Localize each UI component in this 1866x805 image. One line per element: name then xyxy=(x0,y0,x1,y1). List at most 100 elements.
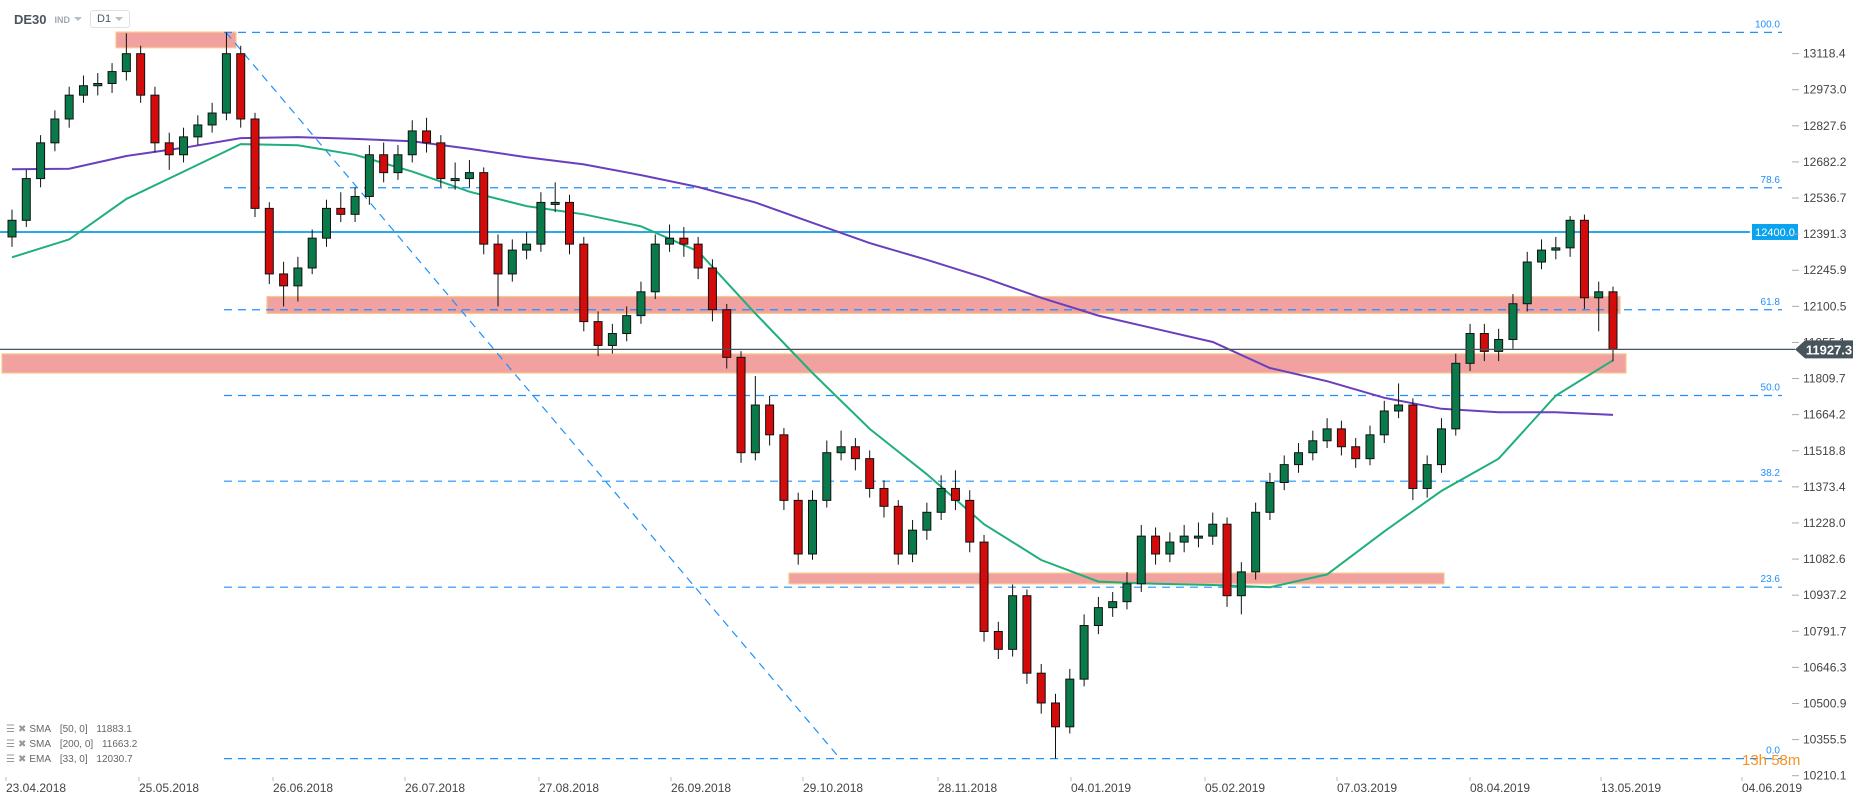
candle-body-down xyxy=(793,499,803,555)
timeframe-dropdown[interactable]: D1 xyxy=(90,10,131,28)
candle xyxy=(550,182,560,213)
candle-body-up xyxy=(450,178,460,182)
candle-body-down xyxy=(1036,672,1046,704)
candle-body-up xyxy=(836,446,846,454)
candle xyxy=(965,490,975,553)
settings-list-icon[interactable]: ☰ xyxy=(6,754,15,765)
candle xyxy=(393,145,403,180)
remove-icon[interactable]: ✖ xyxy=(17,754,27,765)
candle-body-up xyxy=(350,195,360,215)
candle xyxy=(707,259,717,322)
market-dropdown[interactable]: IND xyxy=(55,10,83,28)
candle-body-up xyxy=(1551,247,1561,251)
candle xyxy=(1465,323,1475,372)
candle-body-up xyxy=(121,53,131,73)
remove-icon[interactable]: ✖ xyxy=(17,724,27,735)
candle-body-up xyxy=(93,82,103,87)
candle-body-up xyxy=(1451,362,1461,430)
candle-body-up xyxy=(1136,535,1146,585)
indicator-label: SMA xyxy=(29,724,52,735)
fibonacci-retracement[interactable]: 100.0 78.6 61.8 50.0 38.2 23.6 0.0 xyxy=(224,19,1782,760)
candle-body-up xyxy=(64,94,74,120)
price-axis[interactable]: 13118.4 12973.0 12827.6 12682.2 12536.7 12391… xyxy=(1792,47,1847,783)
candle xyxy=(493,234,503,307)
candle-body-up xyxy=(636,291,646,317)
price-tick-label: 11228.0 xyxy=(1803,516,1846,530)
candle-body-down xyxy=(264,207,274,275)
price-tick-label: 10937.2 xyxy=(1803,588,1847,602)
price-tick-label: 12391.3 xyxy=(1803,227,1847,241)
candle xyxy=(136,45,146,103)
sma50-line xyxy=(11,143,1614,589)
candle-body-up xyxy=(1322,428,1332,442)
candle xyxy=(350,187,360,223)
candle xyxy=(64,86,74,128)
candle xyxy=(436,135,446,188)
price-tick-label: 12536.7 xyxy=(1803,191,1847,205)
candle-body-up xyxy=(7,219,17,238)
candle xyxy=(1179,524,1189,553)
candle-body-down xyxy=(879,487,889,507)
price-tick-label: 11809.7 xyxy=(1803,372,1846,386)
candle xyxy=(993,621,1003,660)
indicator-label: EMA xyxy=(29,754,52,765)
candle xyxy=(1551,236,1561,260)
candle xyxy=(622,306,632,342)
indicator-value: 12030.7 xyxy=(96,754,133,765)
candle-body-up xyxy=(1165,541,1175,555)
candle xyxy=(1265,472,1275,520)
candle xyxy=(564,194,574,255)
date-tick-label: 08.04.2019 xyxy=(1470,781,1530,795)
candle xyxy=(450,162,460,190)
indicator-sma200[interactable]: ☰ ✖ SMA [200, 0] 11663.2 xyxy=(6,737,137,752)
candle xyxy=(1422,455,1432,498)
remove-icon[interactable]: ✖ xyxy=(17,739,27,750)
candle xyxy=(779,428,789,511)
indicator-sma50[interactable]: ☰ ✖ SMA [50, 0] 11883.1 xyxy=(6,722,137,737)
candle xyxy=(293,256,303,302)
candle xyxy=(979,534,989,642)
price-tick-label: 12100.5 xyxy=(1803,299,1847,313)
candle-body-up xyxy=(293,267,303,287)
candle xyxy=(1365,425,1375,466)
price-zone xyxy=(115,31,237,49)
fib-level-label: 0.0 xyxy=(1766,746,1780,757)
candle-body-up xyxy=(550,201,560,205)
time-axis[interactable]: 23.04.2018 25.05.2018 26.06.2018 26.07.2018… xyxy=(5,777,1802,795)
candle-body-up xyxy=(1522,261,1532,305)
candle-body-up xyxy=(1193,535,1203,539)
candle-body-down xyxy=(765,404,775,436)
candle xyxy=(364,145,374,205)
candle-body-up xyxy=(822,452,832,501)
fib-level-label: 50.0 xyxy=(1761,382,1781,393)
candle xyxy=(1451,353,1461,436)
settings-list-icon[interactable]: ☰ xyxy=(6,739,15,750)
horizontal-level-12400[interactable]: 12400.0 xyxy=(0,223,1798,240)
date-tick-label: 29.10.2018 xyxy=(803,781,863,795)
candle-body-down xyxy=(564,201,574,245)
candle xyxy=(336,192,346,223)
candle xyxy=(307,229,317,275)
candle-body-down xyxy=(436,142,446,180)
candle xyxy=(793,492,803,565)
candle xyxy=(179,127,189,163)
candle-body-up xyxy=(750,404,760,454)
candle xyxy=(250,112,260,218)
candle xyxy=(1565,216,1575,257)
indicator-params: [50, 0] xyxy=(59,724,88,735)
candle-body-up xyxy=(650,243,660,293)
price-tick-label: 13118.4 xyxy=(1803,47,1846,61)
candle-body-up xyxy=(78,85,88,96)
candle-body-up xyxy=(1208,523,1218,537)
candle-body-down xyxy=(893,505,903,555)
candle-body-down xyxy=(1022,595,1032,674)
candle xyxy=(879,480,889,518)
timeframe-label: D1 xyxy=(97,13,112,25)
candle xyxy=(1379,400,1389,444)
indicator-ema33[interactable]: ☰ ✖ EMA [33, 0] 12030.7 xyxy=(6,752,137,767)
candle-body-down xyxy=(150,94,160,144)
current-price-tag xyxy=(1795,340,1853,359)
indicator-value: 11663.2 xyxy=(101,739,138,750)
settings-list-icon[interactable]: ☰ xyxy=(6,724,15,735)
